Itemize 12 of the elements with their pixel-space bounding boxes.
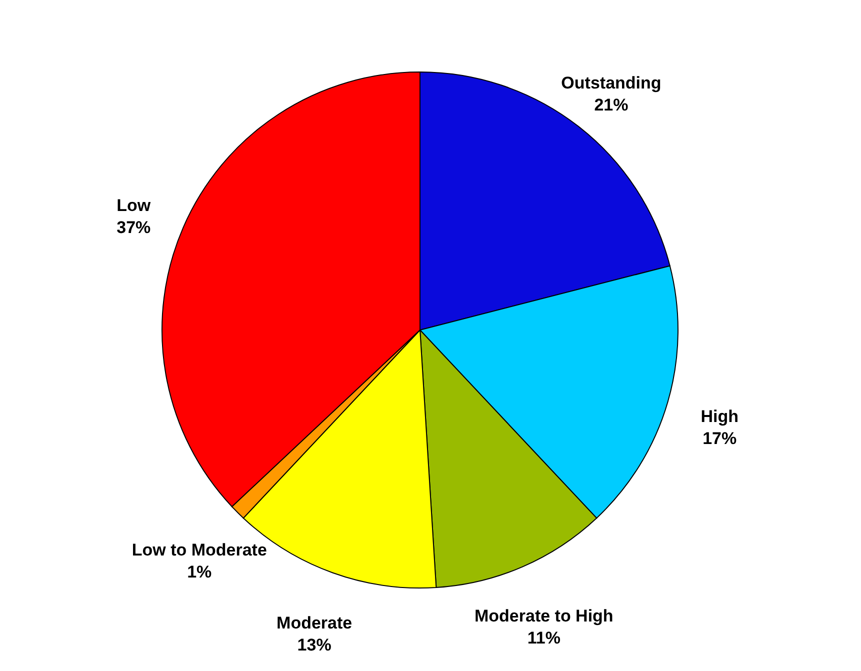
data-label: 13% <box>297 636 332 655</box>
data-label: 11% <box>527 628 560 648</box>
data-label: 1% <box>187 562 212 582</box>
data-label: 21% <box>594 95 628 114</box>
data-label: 17% <box>702 429 737 448</box>
slice-label: Moderate <box>276 614 352 633</box>
slice-label: Moderate to High <box>474 606 614 626</box>
slice-label: High <box>700 407 738 426</box>
slice-label: Low to Moderate <box>132 540 267 560</box>
data-label: 37% <box>116 218 151 238</box>
slice-label: Outstanding <box>561 73 662 92</box>
slice-label: Low <box>116 196 152 216</box>
